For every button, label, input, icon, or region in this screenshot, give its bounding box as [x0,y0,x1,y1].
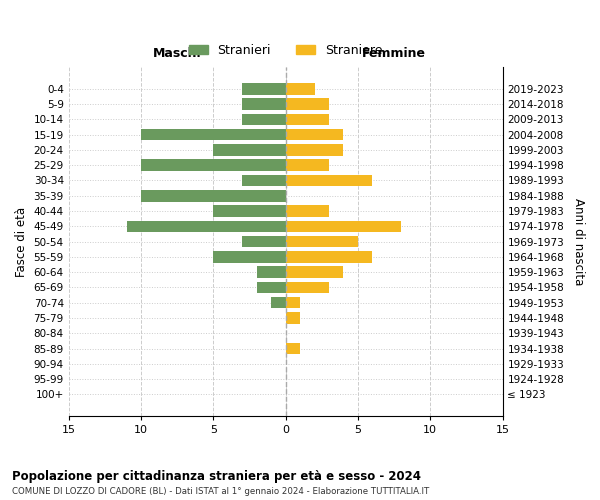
Bar [286,175,373,186]
Bar [286,83,314,94]
Bar [286,114,329,125]
Text: Maschi: Maschi [153,48,202,60]
Bar [286,144,343,156]
Bar [141,190,286,202]
Y-axis label: Anni di nascita: Anni di nascita [572,198,585,286]
Bar [141,160,286,171]
Bar [286,206,329,217]
Bar [141,129,286,140]
Bar [286,98,329,110]
Bar [242,83,286,94]
Bar [213,144,286,156]
Bar [242,114,286,125]
Text: Femmine: Femmine [362,48,426,60]
Text: Popolazione per cittadinanza straniera per età e sesso - 2024: Popolazione per cittadinanza straniera p… [12,470,421,483]
Bar [271,297,286,308]
Bar [286,251,373,262]
Bar [286,236,358,248]
Legend: Stranieri, Straniere: Stranieri, Straniere [184,38,388,62]
Bar [213,251,286,262]
Bar [257,266,286,278]
Bar [286,266,343,278]
Bar [127,220,286,232]
Bar [286,160,329,171]
Bar [286,343,300,354]
Bar [286,297,300,308]
Y-axis label: Fasce di età: Fasce di età [15,206,28,276]
Bar [242,236,286,248]
Bar [286,312,300,324]
Bar [242,175,286,186]
Bar [242,98,286,110]
Bar [213,206,286,217]
Bar [257,282,286,293]
Bar [286,129,343,140]
Bar [286,220,401,232]
Bar [286,282,329,293]
Text: COMUNE DI LOZZO DI CADORE (BL) - Dati ISTAT al 1° gennaio 2024 - Elaborazione TU: COMUNE DI LOZZO DI CADORE (BL) - Dati IS… [12,488,429,496]
